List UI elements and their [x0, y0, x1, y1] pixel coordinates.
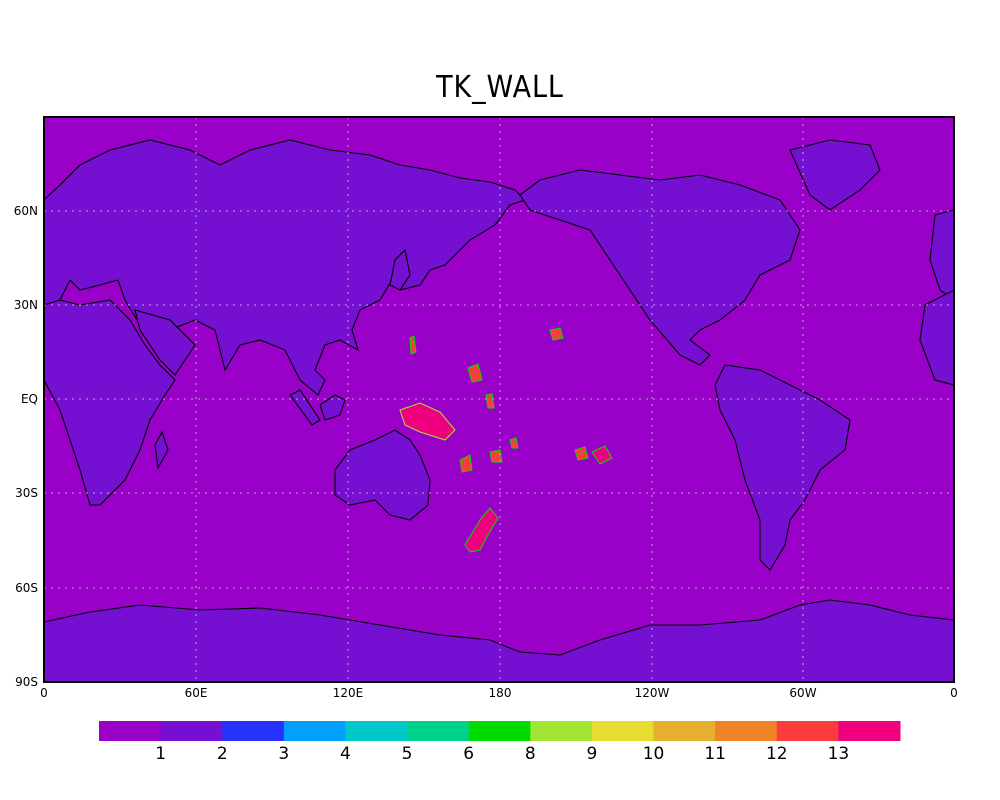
japan: [389, 248, 411, 291]
colorbar-swatch: [222, 721, 285, 741]
colorbar-swatch: [283, 721, 346, 741]
colorbar-swatch: [160, 721, 223, 741]
new-guinea-island: [399, 402, 456, 441]
colorbar-label: 2: [217, 744, 228, 764]
colorbar-label: 11: [704, 744, 726, 764]
colorbar-label: 5: [402, 744, 413, 764]
colorbar-swatch: [99, 721, 162, 741]
colorbar-label: 3: [278, 744, 289, 764]
africa: [43, 299, 176, 506]
colorbar-label: 12: [766, 744, 788, 764]
land-masses: [43, 139, 955, 683]
x-tick-label: 60W: [789, 686, 816, 700]
madagascar: [154, 430, 169, 470]
south-america: [714, 364, 851, 571]
y-axis: 60N 30N EQ 30S 60S 90S: [14, 204, 38, 689]
new-zealand-island: [464, 507, 499, 553]
island-f: [574, 446, 589, 461]
colorbar-swatch: [530, 721, 593, 741]
colorbar-swatch: [838, 721, 901, 741]
y-tick-label: 30S: [15, 486, 38, 500]
colorbar: 1 2 3 4 5 6 8 9 10 11 12 13: [99, 721, 901, 764]
colorbar-swatch: [776, 721, 839, 741]
colorbar-label: 4: [340, 744, 351, 764]
x-axis: 0 60E 120E 180 120W 60W 0: [40, 686, 958, 700]
y-tick-label: 30N: [14, 298, 38, 312]
colorbar-label: 1: [155, 744, 166, 764]
x-tick-label: 120E: [333, 686, 364, 700]
colorbar-swatch: [345, 721, 408, 741]
x-tick-label: 180: [489, 686, 512, 700]
y-tick-label: EQ: [21, 392, 38, 406]
x-tick-label: 0: [40, 686, 48, 700]
africa-right: [919, 289, 955, 386]
colorbar-swatch: [715, 721, 778, 741]
pacific-island-contours: [399, 327, 613, 553]
y-tick-label: 60S: [15, 581, 38, 595]
island-c: [409, 335, 417, 355]
plot-frame: [43, 116, 955, 683]
colorbar-swatch: [653, 721, 716, 741]
y-tick-label: 60N: [14, 204, 38, 218]
colorbar-label: 9: [587, 744, 598, 764]
map-title: TK_WALL: [436, 70, 564, 105]
greenland: [789, 139, 881, 211]
colorbar-label: 13: [828, 744, 850, 764]
island-h: [509, 437, 519, 449]
arabia: [134, 309, 196, 376]
x-tick-label: 60E: [185, 686, 208, 700]
colorbar-swatch: [407, 721, 470, 741]
island-g: [485, 393, 495, 409]
colorbar-label: 10: [643, 744, 665, 764]
island-a: [459, 454, 473, 473]
colorbar-label: 6: [463, 744, 474, 764]
fiji-island: [591, 445, 613, 465]
graticule: [44, 117, 954, 682]
borneo: [319, 394, 346, 421]
island-e: [489, 449, 503, 463]
colorbar-swatch: [468, 721, 531, 741]
y-tick-label: 90S: [15, 675, 38, 689]
colorbar-swatch: [591, 721, 655, 741]
north-america: [519, 169, 801, 366]
x-tick-label: 120W: [635, 686, 670, 700]
island-b: [549, 327, 564, 341]
x-tick-label: 0: [950, 686, 958, 700]
antarctica: [43, 599, 955, 683]
island-d: [467, 363, 483, 383]
colorbar-label: 8: [525, 744, 536, 764]
